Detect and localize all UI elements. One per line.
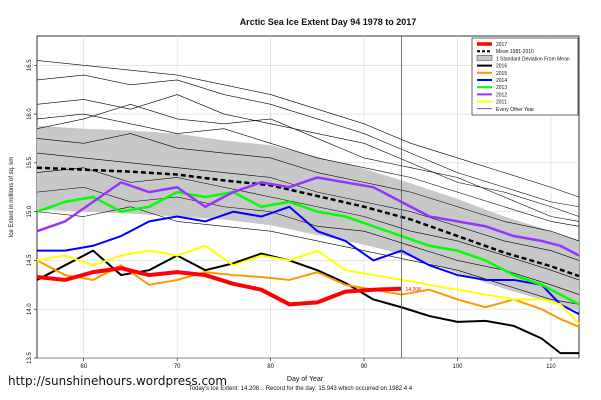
y-tick-label: 16.0 [27,108,33,120]
x-tick-label: 80 [267,364,274,370]
legend-swatch [476,55,493,61]
series-line-2011 [36,244,580,325]
std-dev-band [37,125,579,312]
y-tick-label: 16.5 [27,59,33,71]
series-line-2013 [36,190,580,306]
legend-label: 2017 [496,42,507,48]
x-tick-label: 60 [80,364,87,370]
legend-label: 2014 [496,78,507,84]
series-line-other-year [36,206,580,305]
series-line-2017 [36,266,402,307]
y-tick-label: 15.0 [27,205,33,217]
y-tick-label: 13.5 [27,352,33,364]
legend-label: Every Other Year [496,107,534,113]
legend-label: 1 Standard Deviation From Mean [496,56,570,62]
legend-label: 2016 [496,64,507,70]
series-line-other-year [36,133,580,242]
annotation-label: 14.208 [405,287,421,293]
legend-label: 2013 [496,85,507,91]
axes: 14.208 60 70 80 90 100 110 13.5 14.0 14.5 15.0 15.5… [27,36,556,370]
series-line-mean-1981-2010 [36,166,580,278]
legend-label: 2011 [496,100,507,106]
x-tick-label: 100 [453,364,464,370]
series-line-2014 [37,205,580,315]
x-tick-label: 90 [361,364,368,370]
series-line-other-year [36,94,580,217]
series-line-other-year [36,104,580,222]
y-tick-label: 14.5 [27,254,33,266]
std-dev-band-area [37,125,579,312]
legend-label: 2015 [496,71,507,77]
legend-label: Mean 1981-2010 [496,49,534,55]
series-line-other-year [36,167,580,281]
y-tick-label: 14.0 [27,303,33,315]
y-tick-label: 15.5 [27,156,33,168]
footer-note: Today's Ice Extent: 14.208 .. Record for… [188,386,413,392]
chart-title: Arctic Sea Ice Extent Day 94 1978 to 201… [240,17,417,27]
series-line-2012 [36,176,580,257]
series-line-other-year [36,152,580,261]
series-line-other-year [36,113,580,227]
series-line-other-year [36,74,580,208]
footer-url: http://sunshinehours.wordpress.com [8,374,228,388]
y-axis-label: Ice Extent in millions of sq. km [9,157,15,238]
x-axis-label: Day of Year [287,376,324,383]
legend-label: 2012 [496,92,507,98]
series-line-other-year [36,60,580,198]
series-lines [36,60,580,355]
x-tick-label: 70 [174,364,181,370]
series-line-2016 [36,249,579,355]
x-tick-label: 110 [546,364,556,370]
